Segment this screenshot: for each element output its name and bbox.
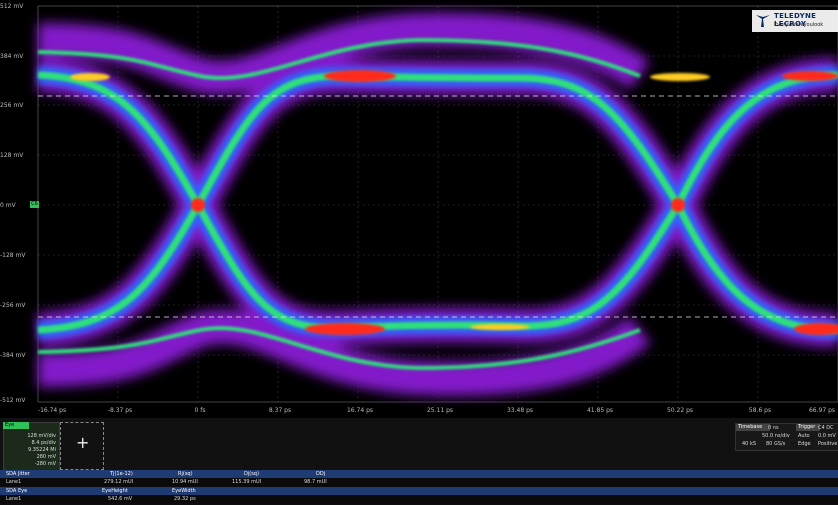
trace-bottom: -280 mV — [34, 461, 56, 467]
trace-zero-marker[interactable]: C6 — [31, 201, 38, 207]
table-cell: 279.12 mUI — [104, 479, 134, 485]
x-tick-label: -8.37 ps — [107, 407, 133, 414]
y-tick-label: -256 mV — [0, 302, 26, 309]
table-cell: 98.7 mUI — [304, 479, 327, 485]
edge-value: Positive — [818, 441, 838, 447]
x-tick-label: 66.97 ps — [808, 407, 836, 414]
y-tick-label: 256 mV — [0, 102, 24, 109]
table-header-cell: Dj(sq) — [244, 471, 259, 477]
plus-icon: + — [76, 433, 90, 452]
y-tick-label: -128 mV — [0, 252, 26, 259]
table-cell: 10.94 mUI — [172, 479, 198, 485]
table-header-cell: SDA Jitter — [6, 471, 30, 477]
trace-time: 8.4 ps/div — [31, 440, 56, 446]
table-cell: 115.39 mUI — [232, 479, 262, 485]
x-tick-label: -16.74 ps — [37, 407, 67, 414]
table-header-cell: EyeWidth — [172, 488, 196, 494]
table-cell: 542.6 mV — [108, 496, 133, 502]
x-tick-label: 50.22 ps — [666, 407, 694, 414]
add-trace-button[interactable]: + — [60, 422, 104, 470]
trace-top: 280 mV — [36, 454, 56, 460]
timebase-header: Timebase — [736, 424, 770, 431]
sample-rate: 80 GS/s — [766, 441, 786, 447]
x-tick-label: 8.37 ps — [268, 407, 292, 414]
trigger-mode: Auto — [798, 433, 810, 439]
trace-count: 9.35224 Mi — [28, 447, 56, 453]
table-header-cell: Rj(sq) — [178, 471, 193, 477]
table-row[interactable]: Lane1 542.6 mV 29.32 ps — [0, 495, 838, 503]
y-tick-label: 512 mV — [0, 3, 24, 10]
timebase-trigger-box[interactable]: Timebase 0 ns Trigger C4 DC 50.0 ns/div … — [735, 423, 838, 451]
teledyne-logo-icon — [756, 15, 770, 27]
trigger-status: C4 DC — [818, 425, 834, 431]
table-cell: 29.32 ps — [174, 496, 196, 502]
logo-tagline: Everywhereyoulook — [774, 22, 824, 28]
y-tick-label: 128 mV — [0, 152, 24, 159]
x-tick-label: 58.6 ps — [748, 407, 772, 414]
x-tick-label: 0 fs — [194, 407, 206, 414]
table-header-cell: SDA Eye — [6, 488, 28, 494]
trigger-header: Trigger — [796, 424, 820, 431]
table-cell: Lane1 — [6, 479, 22, 485]
edge-label: Edge — [798, 441, 811, 447]
table-header-cell: EyeHeight — [102, 488, 128, 494]
x-tick-label: 41.85 ps — [586, 407, 614, 414]
x-tick-label: 33.48 ps — [506, 407, 534, 414]
y-tick-label: -384 mV — [0, 352, 26, 359]
measurement-table: SDA Jitter Tj(1e-12) Rj(sq) Dj(sq) DDj L… — [0, 470, 838, 505]
teledyne-lecroy-logo: TELEDYNE LECROY Everywhereyoulook — [752, 10, 838, 32]
timebase-delay: 0 ns — [768, 425, 779, 431]
y-tick-label: 384 mV — [0, 53, 24, 60]
eye-diagram-plot — [30, 5, 838, 403]
eye-header-row: SDA Eye EyeHeight EyeWidth — [0, 487, 838, 495]
logo-name: TELEDYNE LECROY — [774, 12, 817, 28]
timebase-div: 50.0 ns/div — [762, 433, 790, 439]
jitter-header-row: SDA Jitter Tj(1e-12) Rj(sq) Dj(sq) DDj — [0, 470, 838, 478]
trace-descriptor-box[interactable]: 128 mV/div 8.4 ps/div 9.35224 Mi 280 mV … — [3, 422, 60, 471]
x-tick-label: 25.11 ps — [426, 407, 454, 414]
trace-tag[interactable]: Eye — [3, 422, 29, 429]
table-header-cell: DDj — [316, 471, 326, 477]
trace-scale: 128 mV/div — [27, 433, 56, 439]
y-tick-label: -512 mV — [0, 397, 26, 404]
table-cell: Lane1 — [6, 496, 22, 502]
y-tick-label: 0 mV — [0, 202, 16, 209]
sample-points: 40 kS — [742, 441, 757, 447]
trigger-level: 0.0 mV — [818, 433, 836, 439]
table-header-cell: Tj(1e-12) — [110, 471, 133, 477]
table-row[interactable]: Lane1 279.12 mUI 10.94 mUI 115.39 mUI 98… — [0, 478, 838, 486]
x-tick-label: 16.74 ps — [346, 407, 374, 414]
